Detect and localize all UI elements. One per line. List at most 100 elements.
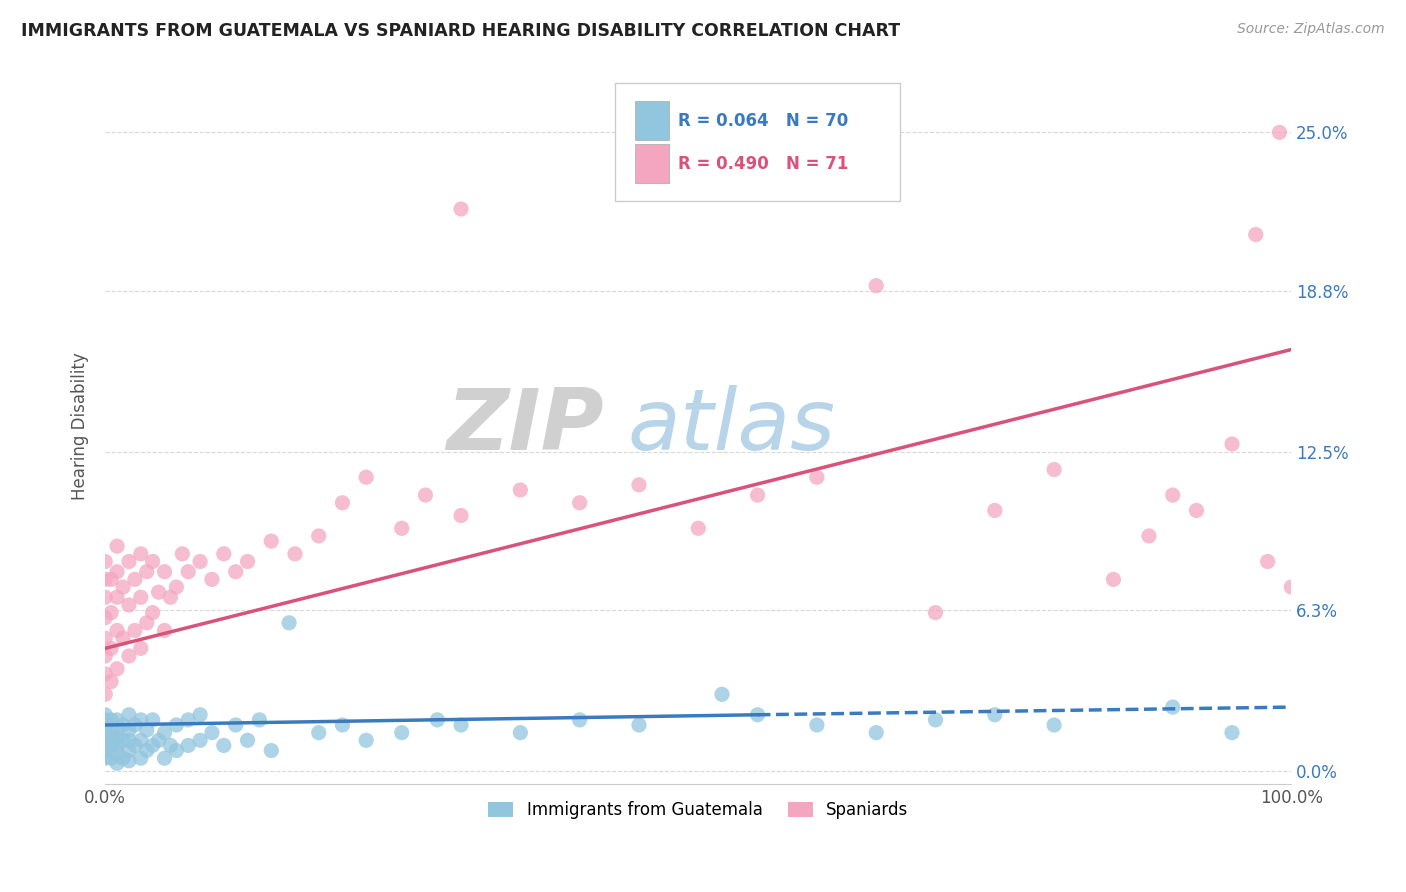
Point [159, 739, 181, 753]
Point [924, 606, 946, 620]
Point [354, 470, 377, 484]
Point [924, 713, 946, 727]
Point [105, 731, 128, 745]
Point [568, 496, 591, 510]
Point [225, 718, 247, 732]
Point [100, 606, 122, 620]
Point [100, 674, 122, 689]
Point [94, 648, 117, 663]
Point [94, 610, 117, 624]
Text: Source: ZipAtlas.com: Source: ZipAtlas.com [1237, 22, 1385, 37]
Point [94, 718, 117, 732]
Point [450, 718, 472, 732]
Point [354, 733, 377, 747]
Text: atlas: atlas [627, 384, 835, 467]
Point [249, 713, 271, 727]
Point [111, 733, 134, 747]
Point [129, 713, 152, 727]
Point [806, 470, 828, 484]
Point [135, 743, 157, 757]
Point [118, 754, 141, 768]
Point [391, 725, 413, 739]
Point [212, 547, 235, 561]
Point [135, 565, 157, 579]
Point [124, 739, 146, 753]
Point [105, 713, 128, 727]
Point [1043, 462, 1066, 476]
Point [94, 707, 117, 722]
Point [118, 707, 141, 722]
Point [153, 624, 176, 638]
Point [177, 565, 200, 579]
Point [1257, 554, 1279, 568]
Point [100, 725, 122, 739]
Point [260, 534, 283, 549]
Point [509, 725, 531, 739]
Point [1102, 573, 1125, 587]
Point [148, 733, 170, 747]
Point [159, 591, 181, 605]
Point [129, 751, 152, 765]
Point [1137, 529, 1160, 543]
Point [236, 554, 259, 568]
Point [124, 624, 146, 638]
Point [94, 743, 117, 757]
Point [1220, 437, 1243, 451]
Point [105, 662, 128, 676]
Point [153, 725, 176, 739]
Point [747, 488, 769, 502]
FancyBboxPatch shape [636, 101, 669, 140]
Point [1185, 503, 1208, 517]
Point [124, 718, 146, 732]
Point [129, 641, 152, 656]
Point [111, 580, 134, 594]
Point [278, 615, 301, 630]
Point [1244, 227, 1267, 242]
Text: ZIP: ZIP [446, 384, 603, 467]
Point [118, 723, 141, 737]
Point [94, 573, 117, 587]
Point [509, 483, 531, 497]
Text: R = 0.490   N = 71: R = 0.490 N = 71 [678, 154, 848, 173]
Point [984, 503, 1007, 517]
Point [100, 751, 122, 765]
Point [94, 733, 117, 747]
Point [100, 573, 122, 587]
FancyBboxPatch shape [636, 144, 669, 184]
Point [94, 687, 117, 701]
Point [568, 713, 591, 727]
Legend: Immigrants from Guatemala, Spaniards: Immigrants from Guatemala, Spaniards [482, 794, 915, 825]
Point [188, 733, 211, 747]
Point [118, 648, 141, 663]
Point [100, 739, 122, 753]
Point [142, 713, 165, 727]
Point [111, 751, 134, 765]
Point [711, 687, 734, 701]
Point [865, 278, 887, 293]
Point [118, 743, 141, 757]
Point [105, 723, 128, 737]
Point [129, 591, 152, 605]
FancyBboxPatch shape [616, 83, 900, 201]
Point [165, 743, 187, 757]
Point [111, 631, 134, 645]
Point [124, 573, 146, 587]
Point [142, 606, 165, 620]
Point [225, 565, 247, 579]
Point [142, 739, 165, 753]
Point [415, 488, 437, 502]
Point [1268, 125, 1291, 139]
Point [105, 746, 128, 760]
Point [105, 624, 128, 638]
Point [100, 713, 122, 727]
Point [135, 615, 157, 630]
Point [148, 585, 170, 599]
Point [118, 598, 141, 612]
Point [105, 565, 128, 579]
Point [308, 529, 330, 543]
Point [201, 573, 224, 587]
Point [332, 718, 354, 732]
Point [391, 521, 413, 535]
Point [188, 707, 211, 722]
Point [105, 756, 128, 771]
